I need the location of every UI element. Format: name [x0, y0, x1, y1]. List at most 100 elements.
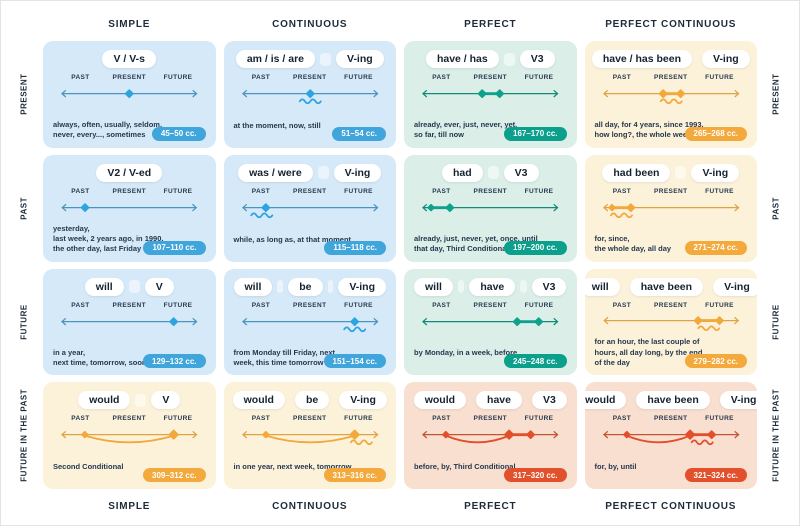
formula: would have been V-ing [584, 391, 757, 410]
arrow-right-icon [372, 203, 379, 212]
timeline-label-future: FUTURE [163, 301, 193, 309]
timeline-label-past: PAST [71, 301, 90, 309]
timeline-label-present: PRESENT [112, 74, 147, 81]
timeline-label-future: FUTURE [524, 187, 554, 195]
usage-examples: Second Conditional [53, 462, 124, 471]
column-header: PERFECT CONTINUOUS [605, 18, 737, 30]
spacer [13, 496, 35, 516]
formula: had been V-ing [595, 163, 748, 182]
formula-part: V3 [503, 163, 539, 182]
arrow-right-icon [553, 89, 559, 98]
timeline-label-present: PRESENT [112, 301, 147, 309]
timeline-diamond-marker [622, 431, 631, 439]
arrow-right-icon [192, 317, 198, 325]
formula-part: V3 [531, 277, 567, 296]
card-footer: from Monday till Friday, next week, this… [233, 347, 386, 369]
page-range-badge: 309–312 cc. [143, 468, 206, 482]
formula: will be V-ing [233, 277, 387, 296]
arrow-right-icon [192, 431, 198, 439]
timeline-diamond-marker [512, 316, 522, 326]
timeline-label-past: PAST [251, 415, 271, 423]
continuous-squiggle-icon [696, 325, 720, 332]
timeline-labels: PAST PRESENT FUTURE [53, 74, 206, 85]
page-range-badge: 151–154 cc. [323, 354, 386, 369]
timeline-labels: PAST PRESENT FUTURE [234, 415, 387, 426]
plus-connector [320, 52, 332, 66]
card-footer: by Monday, in a week, before 245–248 cc. [414, 348, 567, 369]
card-footer: at the moment, now, still 51–54 cc. [234, 121, 386, 141]
usage-examples: before, by, Third Conditional [414, 462, 516, 471]
timeline-label-present: PRESENT [292, 301, 327, 309]
plus-connector [675, 166, 687, 180]
card-future-simple: will V PAST PRESENT FUTURE in a year, next ti… [43, 268, 216, 376]
arrow-right-icon [553, 431, 559, 439]
formula-part: have / has [425, 50, 499, 68]
formula-part: would [413, 391, 467, 410]
card-footer: already, ever, just, never, yet, so far,… [414, 120, 567, 141]
timeline-labels: PAST PRESENT FUTURE [414, 74, 567, 85]
continuous-squiggle-icon [690, 439, 714, 446]
arrow-left-icon [421, 317, 428, 325]
timeline-label-future: FUTURE [163, 415, 193, 423]
formula-part: had been [602, 163, 671, 182]
timeline-label-past: PAST [432, 415, 451, 423]
card-present-perfect-continuous: have / has been V-ing PAST PRESENT FUTURE all… [584, 41, 757, 148]
arrow-left-icon [602, 431, 608, 439]
plus-connector [135, 393, 147, 407]
timeline-diamond-marker [714, 316, 724, 326]
timeline-label-past: PAST [432, 187, 451, 195]
timeline-diamond-marker [81, 431, 89, 439]
timeline-diamond-marker [675, 89, 685, 99]
timeline-diamond-marker [706, 430, 716, 440]
timeline-label-present: PRESENT [653, 187, 688, 195]
row-label: FUTURE IN THE PAST [771, 389, 781, 483]
arrow-right-icon [553, 203, 559, 212]
plus-connector [487, 166, 499, 180]
timeline-label-present: PRESENT [653, 415, 688, 423]
formula-part: V-ing [339, 391, 387, 410]
timeline-label-present: PRESENT [473, 301, 508, 309]
timeline [602, 316, 739, 332]
page-range-badge: 51–54 cc. [332, 126, 386, 141]
timeline-diamond-marker [495, 89, 505, 99]
formula: will have V3 [414, 277, 567, 296]
formula-part: V-ing [336, 50, 384, 68]
formula-part: have [476, 391, 522, 410]
timeline-label-future: FUTURE [705, 301, 734, 309]
row-label: PRESENT [771, 73, 781, 116]
usage-examples: already, just, never, yet, once, until t… [414, 233, 538, 254]
arrow-right-icon [192, 203, 198, 212]
arrow-right-icon [372, 89, 379, 98]
timeline-labels: PAST PRESENT FUTURE [414, 415, 567, 426]
formula-part: V3 [531, 391, 567, 410]
arrow-left-icon [241, 89, 247, 98]
column-header: SIMPLE [108, 500, 151, 512]
timeline-label-past: PAST [251, 74, 271, 81]
timeline-diamond-marker [658, 89, 668, 99]
timeline-labels: PAST PRESENT FUTURE [595, 74, 748, 85]
usage-examples: always, often, usually, seldom, never, e… [53, 120, 163, 140]
timeline-label-present: PRESENT [473, 74, 508, 81]
timeline-label-past: PAST [612, 415, 632, 423]
timeline [60, 316, 198, 326]
plus-connector [520, 280, 527, 293]
usage-examples: all day, for 4 years, since 1993, how lo… [594, 120, 704, 140]
timeline-diamond-marker [427, 203, 435, 212]
timeline-label-future: FUTURE [705, 187, 734, 195]
arrow-right-icon [733, 203, 740, 212]
usage-examples: from Monday till Friday, next week, this… [233, 347, 336, 367]
arrow-left-icon [421, 431, 428, 439]
arrow-right-icon [192, 89, 198, 98]
arrow-left-icon [61, 203, 67, 212]
formula: am / is / are V-ing [234, 50, 387, 68]
timeline-diamond-marker [124, 89, 134, 99]
usage-examples: already, ever, just, never, yet, so far,… [414, 120, 518, 140]
page-range-badge: 265–268 cc. [684, 126, 747, 141]
future-in-past-arc [83, 434, 175, 444]
timeline-label-past: PAST [71, 415, 90, 423]
timeline [421, 89, 559, 99]
column-header: SIMPLE [108, 18, 151, 30]
arrow-left-icon [241, 203, 247, 212]
card-footer: while, as long as, at that moment 115–118… [234, 235, 386, 255]
